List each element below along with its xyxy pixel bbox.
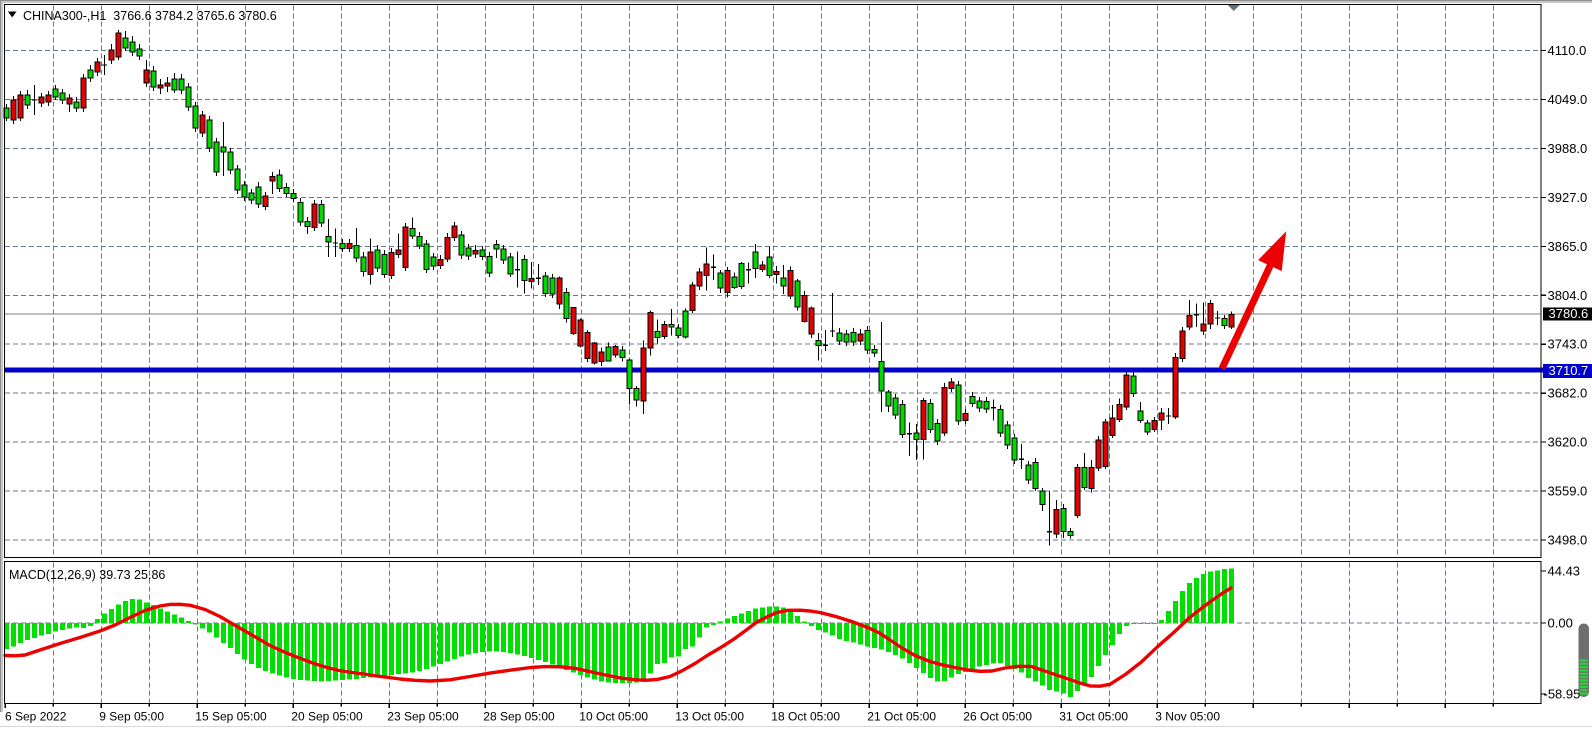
svg-text:3710.7: 3710.7 — [1549, 363, 1589, 378]
svg-text:3927.0: 3927.0 — [1548, 190, 1588, 205]
svg-text:26 Oct 05:00: 26 Oct 05:00 — [963, 710, 1032, 724]
svg-text:6 Sep 2022: 6 Sep 2022 — [5, 710, 67, 724]
svg-text:CHINA300-,H1 3766.6 3784.2 37: CHINA300-,H1 3766.6 3784.2 3765.6 3780.6 — [23, 9, 277, 23]
svg-text:3498.0: 3498.0 — [1548, 533, 1588, 548]
svg-text:23 Sep 05:00: 23 Sep 05:00 — [387, 710, 459, 724]
svg-text:10 Oct 05:00: 10 Oct 05:00 — [579, 710, 648, 724]
svg-text:3743.0: 3743.0 — [1548, 337, 1588, 352]
svg-text:MACD(12,26,9) 39.73 25.86: MACD(12,26,9) 39.73 25.86 — [9, 568, 165, 582]
svg-text:3620.0: 3620.0 — [1548, 435, 1588, 450]
svg-text:28 Sep 05:00: 28 Sep 05:00 — [483, 710, 555, 724]
svg-text:4049.0: 4049.0 — [1548, 92, 1588, 107]
svg-text:21 Oct 05:00: 21 Oct 05:00 — [867, 710, 936, 724]
svg-text:44.43: 44.43 — [1548, 564, 1581, 579]
svg-text:3 Nov 05:00: 3 Nov 05:00 — [1155, 710, 1220, 724]
svg-text:3865.0: 3865.0 — [1548, 239, 1588, 254]
svg-text:18 Oct 05:00: 18 Oct 05:00 — [771, 710, 840, 724]
svg-text:-58.95: -58.95 — [1544, 687, 1581, 702]
svg-text:3988.0: 3988.0 — [1548, 141, 1588, 156]
svg-text:20 Sep 05:00: 20 Sep 05:00 — [291, 710, 363, 724]
svg-text:31 Oct 05:00: 31 Oct 05:00 — [1059, 710, 1128, 724]
svg-text:15 Sep 05:00: 15 Sep 05:00 — [195, 710, 267, 724]
svg-text:9 Sep 05:00: 9 Sep 05:00 — [99, 710, 164, 724]
svg-text:0.00: 0.00 — [1548, 615, 1573, 630]
svg-text:3804.0: 3804.0 — [1548, 288, 1588, 303]
svg-text:3682.0: 3682.0 — [1548, 386, 1588, 401]
svg-text:3559.0: 3559.0 — [1548, 484, 1588, 499]
svg-text:3780.6: 3780.6 — [1549, 306, 1589, 321]
svg-text:13 Oct 05:00: 13 Oct 05:00 — [675, 710, 744, 724]
svg-text:4110.0: 4110.0 — [1548, 43, 1587, 58]
